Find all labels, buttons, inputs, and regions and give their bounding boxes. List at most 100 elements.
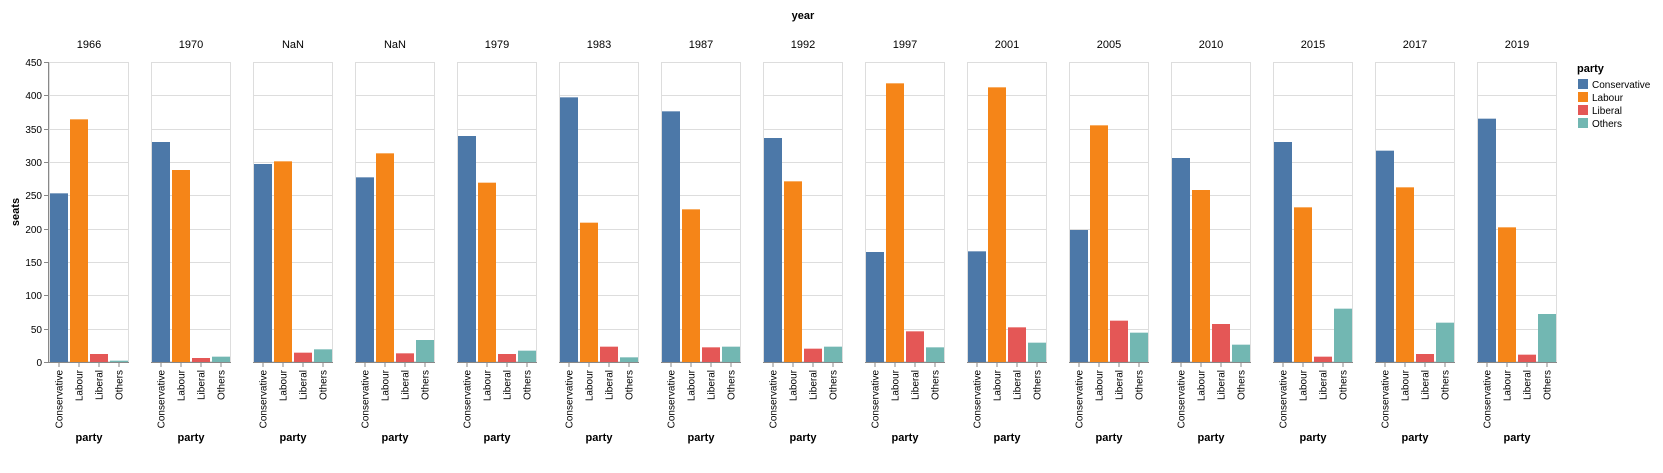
- bar-others: [1538, 314, 1556, 362]
- x-tick-label: Labour: [993, 369, 1004, 401]
- facet-panels: 1966 Conservative Labour Liberal Others party…: [49, 39, 1557, 444]
- y-axis-title: seats: [10, 198, 22, 226]
- bar-conservative: [1070, 230, 1088, 362]
- x-tick-label: Conservative: [361, 370, 372, 429]
- y-tick-label: 0: [36, 358, 42, 369]
- panel-frame: [865, 62, 945, 362]
- x-tick-label: Labour: [1299, 369, 1310, 401]
- panel-frame: [967, 62, 1047, 362]
- x-tick-label: Others: [931, 370, 942, 400]
- bar-others: [1130, 332, 1148, 362]
- facet-header: 2017: [1403, 39, 1427, 51]
- bar-labour: [1090, 125, 1108, 362]
- x-axis-title: party: [586, 432, 614, 444]
- bar-others: [1028, 342, 1046, 362]
- x-tick-label: Conservative: [667, 370, 678, 429]
- bar-conservative: [50, 193, 68, 362]
- panel-frame: [253, 62, 333, 362]
- bar-others: [1232, 344, 1250, 362]
- x-tick-label: Labour: [789, 369, 800, 401]
- y-tick-label: 200: [25, 225, 42, 236]
- x-tick-label: Others: [523, 370, 534, 400]
- x-tick-label: Liberal: [197, 370, 208, 400]
- legend-label-liberal: Liberal: [1592, 106, 1622, 117]
- panel-frame: [661, 62, 741, 362]
- bar-conservative: [152, 142, 170, 362]
- facet-header: 2019: [1505, 39, 1529, 51]
- y-tick-label: 450: [25, 58, 42, 69]
- bar-others: [518, 350, 536, 362]
- x-tick-label: Liberal: [95, 370, 106, 400]
- y-tick-label: 350: [25, 125, 42, 136]
- x-tick-label: Others: [1135, 370, 1146, 400]
- panel-frame: [457, 62, 537, 362]
- facet-panel: 1987 Conservative Labour Liberal Others party: [661, 39, 741, 444]
- legend-swatch-conservative: [1578, 79, 1588, 89]
- x-axis-title: party: [484, 432, 512, 444]
- facet-panel: NaN Conservative Labour Liberal Others party: [253, 39, 333, 444]
- facet-header: NaN: [282, 39, 304, 51]
- x-tick-label: Liberal: [707, 370, 718, 400]
- legend-title: party: [1577, 63, 1605, 75]
- bar-liberal: [294, 352, 312, 362]
- bar-conservative: [1274, 142, 1292, 362]
- x-tick-label: Conservative: [1075, 370, 1086, 429]
- x-tick-label: Liberal: [401, 370, 412, 400]
- x-tick-label: Others: [1033, 370, 1044, 400]
- bar-others: [1436, 322, 1454, 362]
- x-tick-label: Labour: [891, 369, 902, 401]
- x-tick-label: Conservative: [1279, 370, 1290, 429]
- x-tick-label: Others: [829, 370, 840, 400]
- facet-header: 2001: [995, 39, 1019, 51]
- facet-header: 1966: [77, 39, 101, 51]
- facet-panel: NaN Conservative Labour Liberal Others party: [355, 39, 435, 444]
- x-tick-label: Conservative: [1483, 370, 1494, 429]
- facet-panel: 2017 Conservative Labour Liberal Others party: [1375, 39, 1455, 444]
- facet-panel: 2001 Conservative Labour Liberal Others party: [967, 39, 1047, 444]
- facet-panel: 1983 Conservative Labour Liberal Others party: [559, 39, 639, 444]
- x-axis-title: party: [1096, 432, 1124, 444]
- bar-others: [212, 356, 230, 362]
- x-tick-label: Conservative: [1381, 370, 1392, 429]
- facet-header: NaN: [384, 39, 406, 51]
- bar-liberal: [600, 346, 618, 362]
- facet-header: 1970: [179, 39, 203, 51]
- x-tick-label: Liberal: [503, 370, 514, 400]
- x-axis-title: party: [892, 432, 920, 444]
- bar-labour: [988, 87, 1006, 362]
- bar-liberal: [396, 353, 414, 362]
- facet-panel: 1997 Conservative Labour Liberal Others party: [865, 39, 945, 444]
- panel-frame: [355, 62, 435, 362]
- x-tick-label: Others: [625, 370, 636, 400]
- legend-label-conservative: Conservative: [1592, 80, 1651, 91]
- x-tick-label: Others: [727, 370, 738, 400]
- facet-panel: 1970 Conservative Labour Liberal Others party: [151, 39, 231, 444]
- legend-swatch-others: [1578, 118, 1588, 128]
- x-axis-title: party: [178, 432, 206, 444]
- bar-labour: [70, 119, 88, 362]
- bar-labour: [886, 83, 904, 362]
- bar-conservative: [254, 164, 272, 362]
- panel-frame: [763, 62, 843, 362]
- bar-others: [722, 346, 740, 362]
- x-tick-label: Labour: [687, 369, 698, 401]
- legend-swatch-labour: [1578, 92, 1588, 102]
- x-tick-label: Conservative: [463, 370, 474, 429]
- facet-header: 1987: [689, 39, 713, 51]
- facet-panel: 1966 Conservative Labour Liberal Others party: [49, 39, 129, 444]
- bar-labour: [1396, 187, 1414, 362]
- facet-panel: 2019 Conservative Labour Liberal Others party: [1477, 39, 1557, 444]
- facet-header: 2005: [1097, 39, 1121, 51]
- x-tick-label: Liberal: [911, 370, 922, 400]
- bar-conservative: [560, 97, 578, 362]
- bar-liberal: [1008, 327, 1026, 362]
- x-tick-label: Conservative: [1177, 370, 1188, 429]
- facet-panel: 2015 Conservative Labour Liberal Others party: [1273, 39, 1353, 444]
- bar-conservative: [356, 177, 374, 362]
- bar-labour: [478, 182, 496, 362]
- panel-frame: [1273, 62, 1353, 362]
- legend-label-labour: Labour: [1592, 93, 1624, 104]
- bar-conservative: [662, 111, 680, 362]
- bar-labour: [784, 181, 802, 362]
